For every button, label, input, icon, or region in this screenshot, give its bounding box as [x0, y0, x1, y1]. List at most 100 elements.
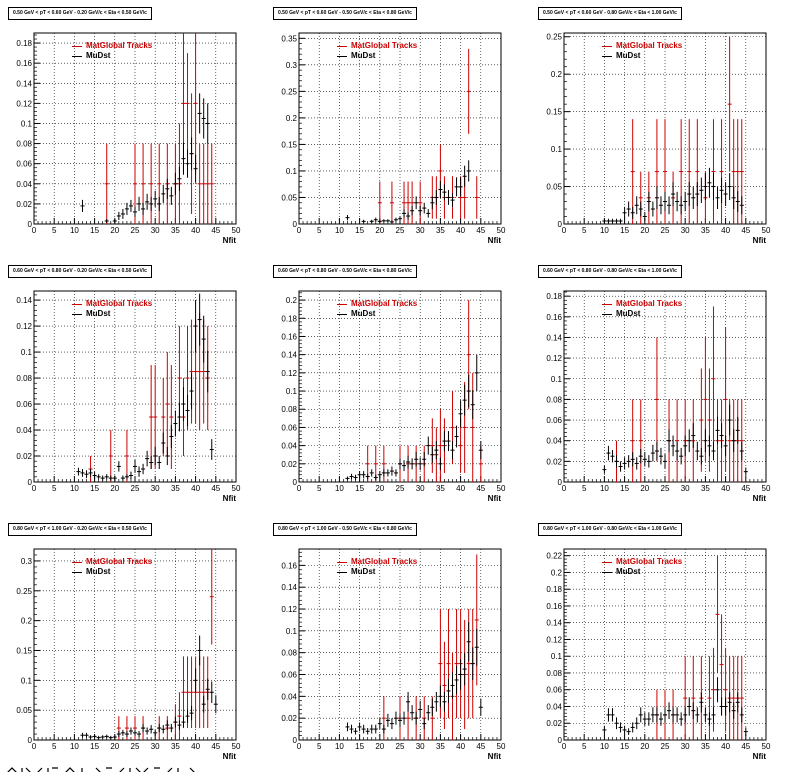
- data-point: [707, 656, 712, 740]
- data-point: [687, 429, 692, 453]
- x-tick-label: 40: [456, 484, 465, 493]
- data-point: [683, 656, 688, 740]
- legend-entry: MatGlobal Tracks: [337, 299, 427, 309]
- data-point: [181, 387, 186, 421]
- data-point: [715, 186, 720, 210]
- chart-panel-1: 0 5 10 15 20 25 30 35 40 45 50 0 0.02 0.04 0.06 0.08 0.1…: [4, 0, 269, 258]
- data-point: [446, 190, 451, 205]
- data-point: [679, 712, 684, 726]
- data-point: [177, 166, 182, 191]
- series-mudst: [345, 622, 483, 735]
- data-point: [715, 677, 720, 703]
- legend-entry: MuDst: [602, 51, 692, 61]
- data-point: [679, 196, 684, 215]
- y-tick-label: 0.18: [546, 292, 562, 301]
- data-point: [442, 641, 447, 730]
- data-point: [361, 724, 366, 734]
- data-point: [189, 372, 194, 410]
- x-axis-label: Nfit: [223, 752, 237, 761]
- y-tick-label: 0.1: [551, 145, 563, 154]
- legend-swatch: [602, 314, 612, 315]
- x-tick-label: 30: [416, 484, 425, 493]
- data-point: [430, 698, 435, 716]
- data-point: [466, 374, 471, 408]
- chart-panel-9: 0 5 10 15 20 25 30 35 40 45 50 0 0.02 0.04 0.06 0.08 0.1…: [534, 516, 796, 774]
- data-point: [466, 622, 471, 662]
- data-point: [153, 446, 158, 466]
- legend-label: MatGlobal Tracks: [616, 299, 683, 308]
- data-point: [711, 173, 716, 201]
- data-point: [630, 452, 635, 467]
- x-tick-label: 10: [335, 226, 344, 235]
- data-point: [128, 727, 133, 735]
- data-point: [458, 659, 463, 690]
- data-point: [410, 205, 415, 216]
- data-point: [361, 219, 366, 223]
- y-tick-label: 0.14: [16, 79, 32, 88]
- data-point: [614, 218, 619, 224]
- data-point: [610, 218, 615, 224]
- data-point: [474, 354, 479, 392]
- legend-swatch: [337, 562, 347, 563]
- y-tick-label: 0.08: [546, 395, 562, 404]
- data-point: [197, 93, 202, 134]
- data-point: [402, 209, 407, 218]
- data-point: [397, 458, 403, 470]
- panel-title: 0.80 GeV < pT < 1.00 GeV - 0.50 GeV/c < …: [273, 523, 417, 536]
- data-point: [422, 202, 427, 214]
- y-tick-label: 0.1: [551, 652, 563, 661]
- x-tick-label: 45: [476, 484, 485, 493]
- data-point: [687, 697, 692, 716]
- data-point: [120, 729, 125, 736]
- legend-swatch: [602, 46, 612, 47]
- x-tick-label: 15: [355, 484, 364, 493]
- x-tick-label: 50: [232, 226, 241, 235]
- data-point: [181, 716, 186, 728]
- data-point: [381, 469, 386, 477]
- chart-svg: 0 5 10 15 20 25 30 35 40 45 50 0 0.05 0.1 0.15 0.2 0.25 N…: [546, 32, 771, 245]
- y-tick-label: 0.04: [16, 180, 32, 189]
- data-point: [711, 707, 716, 723]
- legend: MatGlobal Tracks MuDst: [337, 41, 427, 61]
- y-tick-label: 0.1: [21, 348, 33, 357]
- data-point: [622, 206, 627, 219]
- data-point: [124, 731, 129, 738]
- data-point: [426, 436, 431, 455]
- data-point: [406, 455, 411, 469]
- x-tick-label: 25: [131, 742, 140, 751]
- y-tick-label: 0.16: [16, 59, 32, 68]
- data-point: [703, 173, 708, 201]
- data-point: [675, 399, 680, 482]
- data-point: [703, 429, 708, 453]
- x-tick-label: 50: [762, 226, 771, 235]
- x-tick-label: 15: [620, 484, 629, 493]
- data-point: [622, 725, 627, 735]
- data-point: [169, 186, 174, 205]
- legend-label: MuDst: [86, 309, 111, 318]
- chart-svg: 0 5 10 15 20 25 30 35 40 45 50 0 0.02 0.04 0.06 0.08 0.1…: [281, 290, 506, 503]
- data-point: [357, 722, 362, 732]
- data-point: [438, 181, 443, 199]
- data-point: [169, 365, 174, 470]
- legend: MatGlobal Tracks MuDst: [72, 299, 162, 319]
- data-point: [349, 724, 354, 734]
- x-tick-label: 25: [396, 226, 405, 235]
- data-point: [88, 469, 93, 477]
- data-point: [112, 475, 117, 481]
- data-point: [695, 182, 700, 207]
- legend-swatch: [72, 56, 82, 57]
- y-tick-label: 0.16: [281, 332, 297, 341]
- data-point: [149, 725, 154, 734]
- data-point: [177, 692, 182, 740]
- chart-panel-7: 0 5 10 15 20 25 30 35 40 45 50 0 0.05 0.1 0.15 0.2 0.25 0…: [4, 516, 269, 774]
- data-point: [108, 430, 113, 482]
- panel-title: 0.60 GeV < pT < 0.80 GeV - 0.50 GeV/c < …: [273, 265, 417, 278]
- data-point: [618, 461, 623, 472]
- data-point: [462, 652, 467, 686]
- y-tick-label: 0.08: [16, 140, 32, 149]
- data-point: [353, 727, 358, 735]
- data-point: [691, 423, 696, 448]
- chart-svg: 0 5 10 15 20 25 30 35 40 45 50 0 0.02 0.04 0.06 0.08 0.1…: [281, 548, 506, 761]
- data-point: [703, 707, 708, 723]
- legend-label: MatGlobal Tracks: [351, 557, 418, 566]
